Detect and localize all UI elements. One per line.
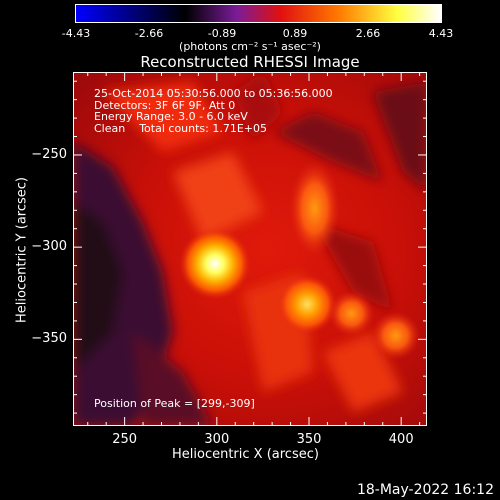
colorbar-tick-label: 2.66 (355, 27, 381, 40)
info-energy-range: Energy Range: 3.0 - 6.0 keV (94, 110, 248, 123)
x-axis-label: Heliocentric X (arcsec) (172, 447, 319, 462)
colorbar-tick-label: 4.43 (428, 27, 454, 40)
colorbar-tick-label: -0.89 (207, 27, 237, 40)
x-tick-label: 350 (296, 432, 322, 447)
source-blob (328, 290, 375, 337)
colorbar-tick-label: 0.89 (282, 27, 308, 40)
colorbar (75, 4, 442, 23)
axis-ticks (73, 72, 427, 426)
observation-info: 25-Oct-2014 05:30:56.000 to 05:36:56.000… (94, 88, 333, 134)
peak-position-text: Position of Peak = [299,-309] (94, 397, 255, 410)
source-blob (371, 311, 421, 361)
source-blob (277, 274, 338, 335)
x-tick-label: 400 (388, 432, 414, 447)
plot-frame (73, 72, 427, 426)
colorbar-tick-label: -2.66 (134, 27, 164, 40)
info-detectors: Detectors: 3F 6F 9F, Att 0 (94, 98, 236, 112)
colorbar-tick-label: -4.43 (61, 27, 91, 40)
y-tick-label: −350 (31, 331, 67, 347)
heatmap-sources (178, 160, 421, 361)
heatmap-texture (73, 72, 427, 426)
info-clean-counts: Clean Total counts: 1.71E+05 (94, 121, 268, 135)
x-tick-label: 250 (112, 432, 138, 447)
source-blob (289, 160, 340, 257)
info-time-range: 25-Oct-2014 05:30:56.000 to 05:36:56.000 (94, 87, 333, 100)
chart-title: Reconstructed RHESSI Image (140, 53, 360, 71)
datestamp: 18-May-2022 16:12 (356, 482, 494, 498)
y-tick-label: −250 (31, 146, 67, 162)
source-blob (178, 227, 251, 300)
y-axis-label: Heliocentric Y (arcsec) (14, 177, 30, 323)
y-tick-label: −300 (31, 239, 67, 255)
colorbar-unit-label: (photons cm⁻² s⁻¹ asec⁻²) (179, 40, 321, 53)
heatmap-plot (73, 72, 427, 426)
x-tick-label: 300 (204, 432, 230, 447)
